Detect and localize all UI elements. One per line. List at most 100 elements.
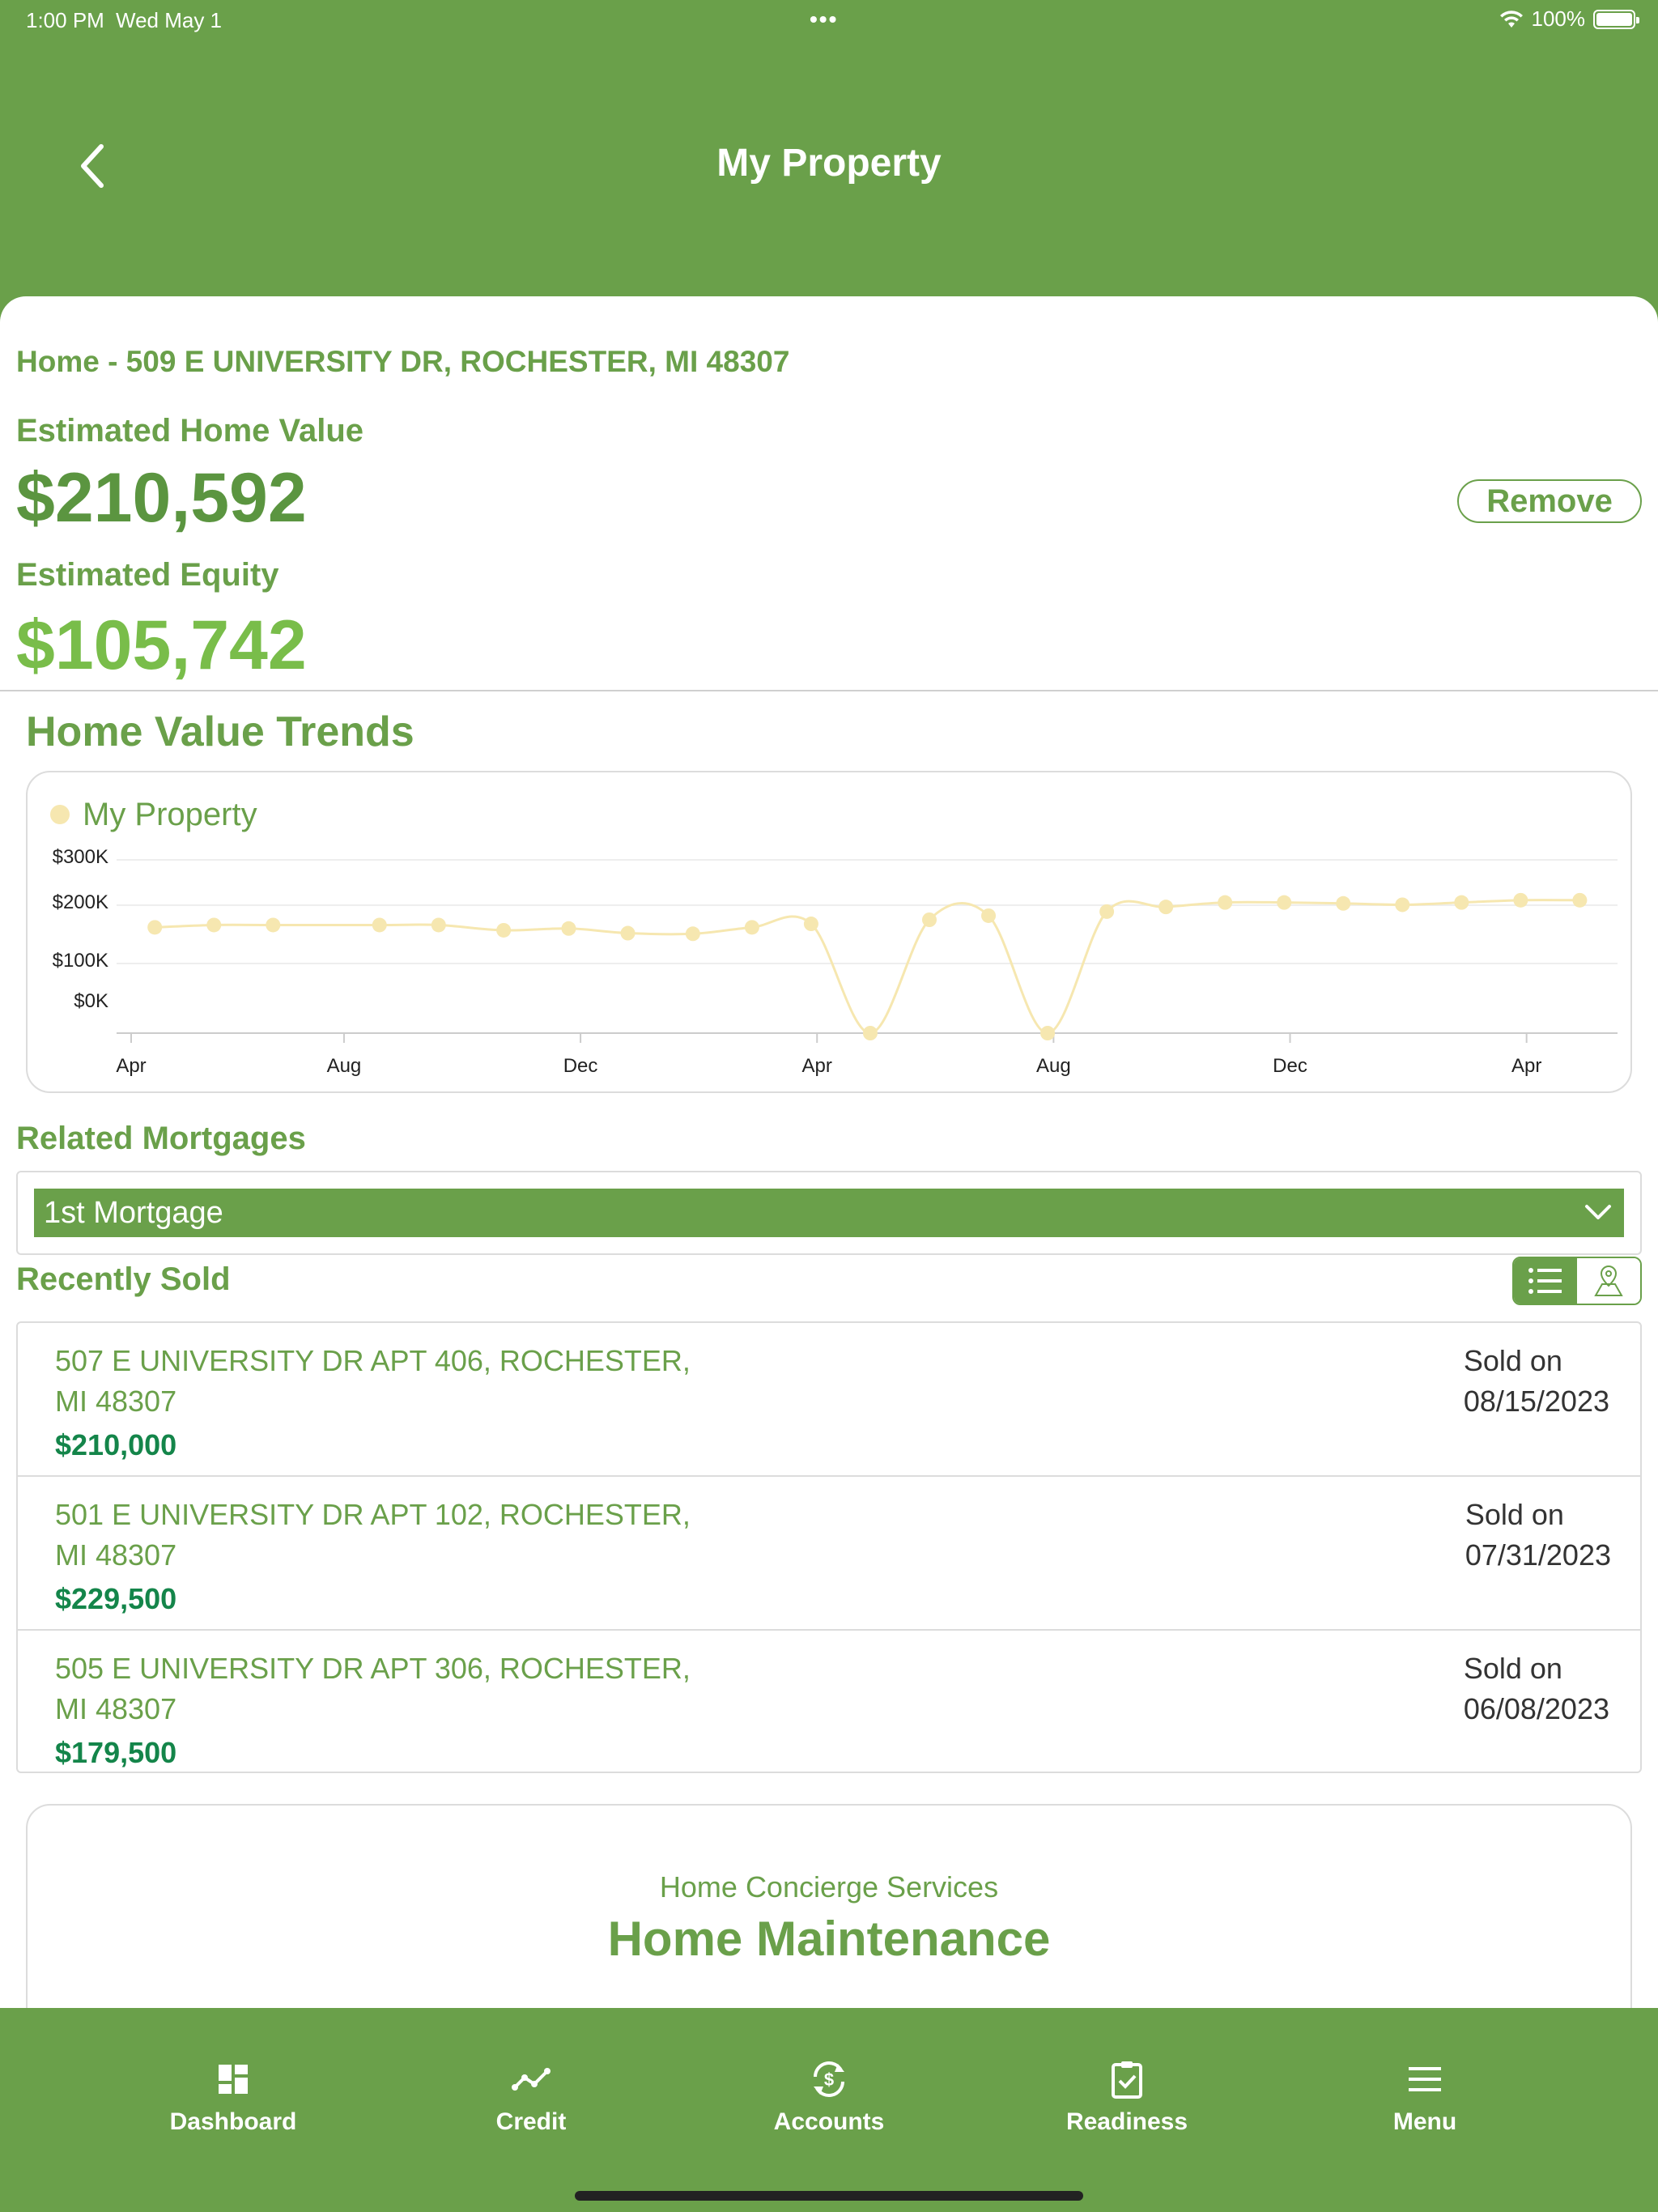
concierge-title: Home Maintenance — [607, 1912, 1051, 1966]
list-item[interactable]: 501 E UNIVERSITY DR APT 102, ROCHESTER, … — [18, 1477, 1640, 1631]
tab-label: Readiness — [1065, 2108, 1188, 2135]
status-bar: 1:00 PM Wed May 1 ••• 100% — [0, 0, 1658, 40]
data-point — [685, 926, 700, 942]
status-date: Wed May 1 — [116, 8, 223, 32]
tab-label: Menu — [1392, 2108, 1457, 2135]
home-value-trends-heading: Home Value Trends — [26, 708, 414, 755]
data-point — [1277, 895, 1292, 910]
y-tick-label: $100K — [53, 950, 108, 972]
tab-menu[interactable]: Menu — [1320, 2057, 1530, 2154]
data-point — [1040, 1026, 1056, 1040]
sold-address: 501 E UNIVERSITY DR APT 102, ROCHESTER, … — [55, 1495, 703, 1576]
list-item[interactable]: 505 E UNIVERSITY DR APT 306, ROCHESTER, … — [18, 1631, 1640, 1784]
mortgage-select[interactable]: 1st Mortgage — [34, 1189, 1624, 1237]
tab-label: Accounts — [773, 2108, 885, 2135]
sold-address: 507 E UNIVERSITY DR APT 406, ROCHESTER, … — [55, 1341, 703, 1422]
sold-address-line2: MI 48307 — [55, 1385, 177, 1418]
sold-label: Sold on — [1463, 1652, 1562, 1685]
tab-dashboard[interactable]: Dashboard — [128, 2057, 338, 2154]
data-point — [1158, 900, 1174, 915]
sold-date-value: 07/31/2023 — [1465, 1538, 1611, 1572]
x-tick-label: Dec — [563, 1055, 598, 1077]
back-button[interactable] — [65, 138, 121, 194]
data-point — [1336, 895, 1351, 911]
sold-label: Sold on — [1463, 1344, 1562, 1377]
data-point — [1572, 892, 1588, 908]
home-indicator[interactable] — [575, 2191, 1083, 2201]
sold-date-value: 08/15/2023 — [1463, 1385, 1609, 1418]
equity-label: Estimated Equity — [16, 557, 279, 593]
sold-price: $179,500 — [55, 1736, 177, 1769]
sold-address-line1: 501 E UNIVERSITY DR APT 102, ROCHESTER, — [55, 1498, 691, 1531]
sold-address-line2: MI 48307 — [55, 1692, 177, 1725]
tab-credit[interactable]: Credit — [426, 2057, 636, 2154]
sold-price: $229,500 — [55, 1582, 177, 1615]
concierge-subtitle: Home Concierge Services — [659, 1870, 999, 1904]
mortgage-box: 1st Mortgage — [16, 1171, 1642, 1255]
nav-header: My Property — [0, 40, 1658, 296]
battery-icon — [1593, 9, 1639, 29]
tab-accounts[interactable]: $ Accounts — [724, 2057, 934, 2154]
list-icon — [1528, 1268, 1562, 1294]
sold-address-line1: 505 E UNIVERSITY DR APT 306, ROCHESTER, — [55, 1652, 691, 1685]
sold-address: 505 E UNIVERSITY DR APT 306, ROCHESTER, … — [55, 1648, 703, 1729]
view-toggle — [1512, 1257, 1642, 1305]
data-point — [921, 912, 937, 927]
data-point — [496, 922, 512, 938]
legend-marker — [50, 805, 70, 824]
home-value-label: Estimated Home Value — [16, 413, 364, 449]
page-title: My Property — [716, 142, 942, 185]
property-address: Home - 509 E UNIVERSITY DR, ROCHESTER, M… — [16, 345, 790, 378]
x-tick-label: Apr — [1511, 1055, 1541, 1077]
list-item[interactable]: 507 E UNIVERSITY DR APT 406, ROCHESTER, … — [18, 1323, 1640, 1477]
x-tick-label: Apr — [802, 1055, 832, 1077]
multitasking-dots-icon[interactable]: ••• — [810, 6, 839, 32]
home-value-chart[interactable]: My Property $300K $200K $100K $0K Apr Aug Dec Ap… — [28, 772, 1634, 1095]
x-tick-label: Apr — [116, 1055, 146, 1077]
data-point — [803, 917, 818, 932]
sold-address-line2: MI 48307 — [55, 1538, 177, 1572]
sold-date: Sold on 08/15/2023 — [1464, 1341, 1609, 1422]
divider — [0, 690, 1658, 691]
sold-price: $210,000 — [55, 1428, 177, 1461]
chevron-down-icon — [1585, 1205, 1611, 1219]
concierge-card[interactable]: Home Concierge Services Home Maintenance — [26, 1804, 1632, 2008]
y-tick-label: $300K — [53, 846, 108, 868]
data-point — [206, 917, 222, 933]
sold-date: Sold on 06/08/2023 — [1464, 1648, 1609, 1729]
chevron-left-icon — [81, 144, 104, 188]
data-point — [1218, 895, 1233, 910]
list-view-button[interactable] — [1514, 1258, 1577, 1304]
credit-trend-icon — [512, 2068, 551, 2091]
main-content[interactable]: Home - 509 E UNIVERSITY DR, ROCHESTER, M… — [0, 296, 1658, 2008]
tab-bar: Dashboard Credit $ Accounts — [0, 2008, 1658, 2212]
y-tick-label: $200K — [53, 891, 108, 913]
status-time: 1:00 PM — [26, 8, 104, 32]
dashboard-icon — [219, 2065, 248, 2094]
tab-readiness[interactable]: Readiness — [1022, 2057, 1232, 2154]
data-point — [266, 917, 281, 933]
recently-sold-list: 507 E UNIVERSITY DR APT 406, ROCHESTER, … — [16, 1321, 1642, 1773]
data-point — [862, 1026, 878, 1040]
wifi-icon — [1499, 10, 1523, 28]
x-tick-label: Aug — [1036, 1055, 1071, 1077]
data-point — [1513, 892, 1528, 908]
recently-sold-heading: Recently Sold — [16, 1261, 231, 1297]
tab-label: Credit — [495, 2108, 567, 2135]
svg-text:$: $ — [824, 2069, 834, 2090]
home-value-chart-card: My Property $300K $200K $100K $0K Apr Aug Dec Ap… — [26, 771, 1632, 1093]
map-view-button[interactable] — [1577, 1258, 1640, 1304]
home-value: $210,592 — [16, 459, 307, 537]
data-point — [1454, 895, 1469, 910]
sold-address-line1: 507 E UNIVERSITY DR APT 406, ROCHESTER, — [55, 1344, 691, 1377]
mortgage-select-value: 1st Mortgage — [44, 1196, 223, 1230]
series-line — [155, 899, 1580, 1035]
status-indicators: 100% — [1499, 6, 1639, 32]
tab-label: Dashboard — [169, 2108, 297, 2135]
equity-value: $105,742 — [16, 606, 307, 684]
menu-icon — [1409, 2067, 1441, 2091]
x-tick-label: Aug — [327, 1055, 362, 1077]
data-point — [1099, 904, 1115, 919]
data-point — [1395, 897, 1410, 912]
remove-button[interactable]: Remove — [1457, 479, 1642, 523]
